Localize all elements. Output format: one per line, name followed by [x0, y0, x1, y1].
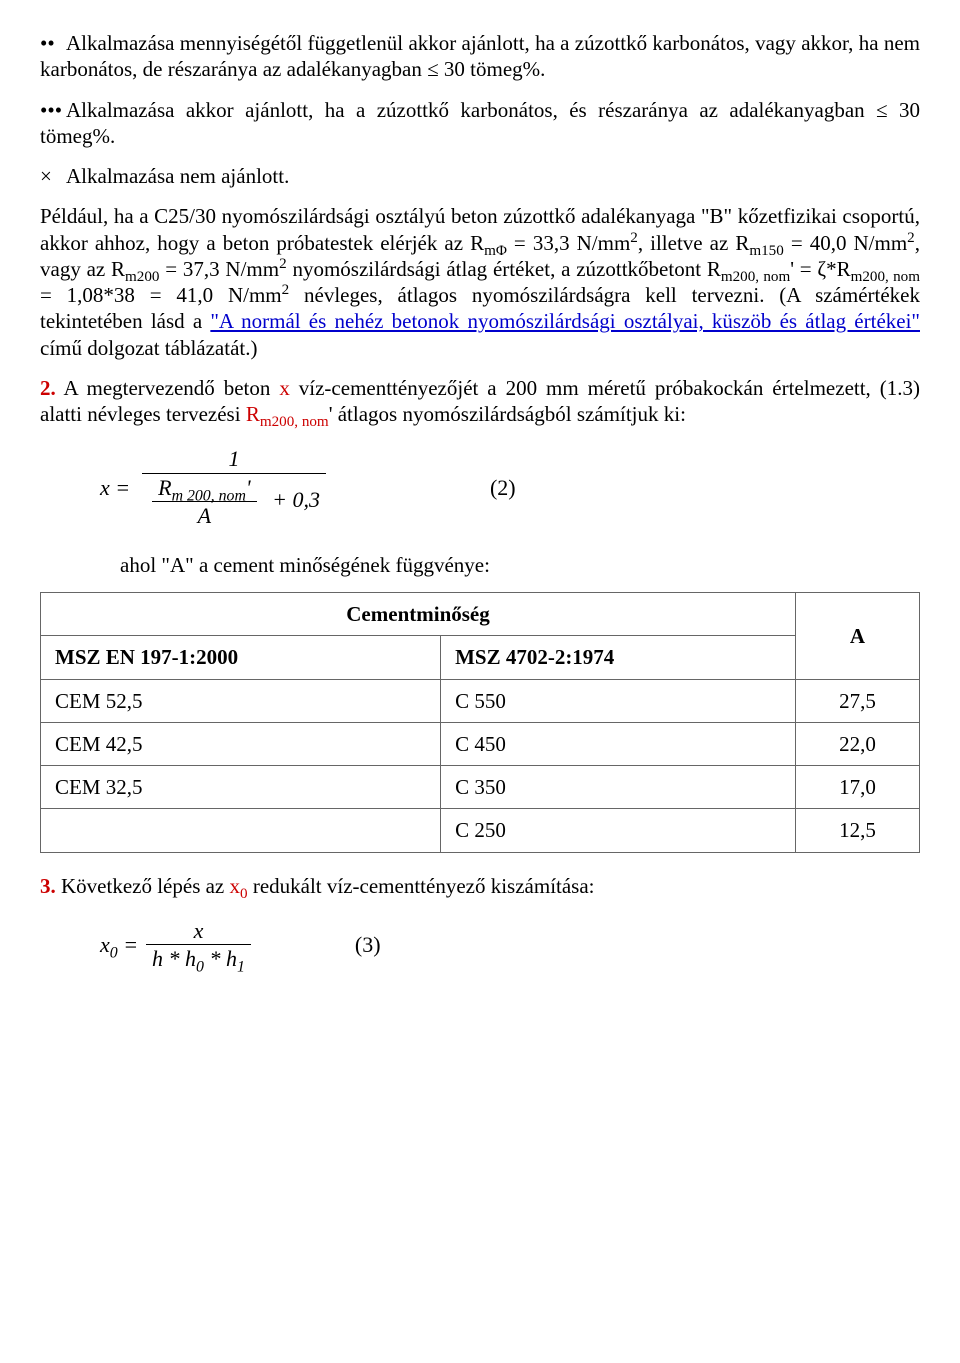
text: ' — [246, 475, 251, 500]
example-paragraph: Például, ha a C25/30 nyomószilárdsági os… — [40, 203, 920, 361]
text: A megtervezendő beton — [56, 376, 280, 400]
reference-link[interactable]: "A normál és nehéz betonok nyomószilárds… — [210, 309, 920, 333]
step-number: 2. — [40, 376, 56, 400]
equation-label: (3) — [355, 931, 381, 959]
subscript: m150 — [749, 243, 783, 259]
denominator: h * h0 * h1 — [146, 945, 251, 973]
text: x — [100, 932, 110, 957]
text: Alkalmazása nem ajánlott. — [66, 164, 289, 188]
text: , illetve az R — [638, 231, 750, 255]
cell: CEM 42,5 — [41, 722, 441, 765]
superscript: 2 — [279, 256, 287, 272]
table-row: CEM 52,5 C 550 27,5 — [41, 679, 920, 722]
text: ' átlagos nyomószilárdságból számítjuk k… — [329, 402, 686, 426]
cell: C 350 — [441, 766, 796, 809]
cell — [41, 809, 441, 852]
step-number: 3. — [40, 874, 56, 898]
text: = 1,08*38 = 41,0 N/mm — [40, 283, 282, 307]
where-a-paragraph: ahol "A" a cement minőségének függvénye: — [40, 552, 920, 578]
cell: 17,0 — [796, 766, 920, 809]
table-subheader-row: MSZ EN 197-1:2000 MSZ 4702-2:1974 — [41, 636, 920, 679]
inner-denominator: A — [192, 502, 217, 530]
subscript: m200, nom — [260, 414, 329, 430]
inner-fraction: Rm 200, nom' A — [152, 474, 256, 530]
bullet-paragraph-2: •••Alkalmazása akkor ajánlott, ha a zúzo… — [40, 97, 920, 150]
table-header-row: Cementminőség A — [41, 593, 920, 636]
tail: + 0,3 — [272, 487, 320, 512]
subheader-1: MSZ EN 197-1:2000 — [41, 636, 441, 679]
table-row: CEM 42,5 C 450 22,0 — [41, 722, 920, 765]
cell: CEM 52,5 — [41, 679, 441, 722]
text: = 33,3 N/mm — [507, 231, 630, 255]
text: Alkalmazása mennyiségétől függetlenül ak… — [40, 31, 920, 81]
text: ' = ζ*R — [790, 257, 850, 281]
subscript: 0 — [240, 886, 248, 902]
subscript: 1 — [237, 959, 245, 976]
superscript: 2 — [907, 230, 915, 246]
formula-2: x = 1 Rm 200, nom' A + 0,3 (2) — [100, 445, 920, 530]
text: * h — [204, 946, 237, 971]
subheader-2: MSZ 4702-2:1974 — [441, 636, 796, 679]
text: Következő lépés az — [56, 874, 230, 898]
text: nyomószilárdsági átlag értéket, a zúzott… — [287, 257, 721, 281]
bullet-icon: ••• — [40, 97, 66, 123]
table-row: C 250 12,5 — [41, 809, 920, 852]
text: = — [118, 932, 138, 957]
step-2-paragraph: 2. A megtervezendő beton x víz-cementtén… — [40, 375, 920, 428]
subscript: 0 — [110, 944, 118, 961]
step-3-paragraph: 3. Következő lépés az x0 redukált víz-ce… — [40, 873, 920, 899]
variable-x0: x0 — [230, 874, 248, 898]
text: című dolgozat táblázatát.) — [40, 336, 258, 360]
text: = 37,3 N/mm — [159, 257, 279, 281]
outer-fraction: 1 Rm 200, nom' A + 0,3 — [142, 445, 326, 530]
superscript: 2 — [630, 230, 638, 246]
text: redukált víz-cementtényező kiszámítása: — [248, 874, 595, 898]
cell: 22,0 — [796, 722, 920, 765]
denominator: Rm 200, nom' A + 0,3 — [142, 474, 326, 530]
cement-quality-table: Cementminőség A MSZ EN 197-1:2000 MSZ 47… — [40, 592, 920, 853]
variable-x: x — [279, 376, 290, 400]
cell: 27,5 — [796, 679, 920, 722]
text: x — [230, 874, 241, 898]
bullet-paragraph-3: ×Alkalmazása nem ajánlott. — [40, 163, 920, 189]
formula-3: x0 = x h * h0 * h1 (3) — [100, 917, 920, 973]
formula-lhs: x = — [100, 474, 130, 502]
formula-lhs: x0 = — [100, 931, 138, 959]
inner-numerator: Rm 200, nom' — [152, 474, 256, 502]
text: = 40,0 N/mm — [784, 231, 907, 255]
subscript: 0 — [196, 959, 204, 976]
numerator: 1 — [223, 445, 246, 473]
bullet-icon: •• — [40, 30, 66, 56]
fraction: x h * h0 * h1 — [146, 917, 251, 973]
header-cement: Cementminőség — [41, 593, 796, 636]
text: Alkalmazása akkor ajánlott, ha a zúzottk… — [40, 98, 920, 148]
text: ahol "A" a cement minőségének függvénye: — [120, 553, 490, 577]
header-a: A — [796, 593, 920, 680]
equation-label: (2) — [490, 474, 516, 502]
cell: 12,5 — [796, 809, 920, 852]
cell: C 250 — [441, 809, 796, 852]
cell: C 550 — [441, 679, 796, 722]
bullet-paragraph-1: ••Alkalmazása mennyiségétől függetlenül … — [40, 30, 920, 83]
bullet-icon: × — [40, 163, 66, 189]
text: R — [158, 475, 171, 500]
cell: CEM 32,5 — [41, 766, 441, 809]
numerator: x — [188, 917, 210, 945]
variable-r: R — [246, 402, 260, 426]
text: h * h — [152, 946, 196, 971]
cell: C 450 — [441, 722, 796, 765]
table-row: CEM 32,5 C 350 17,0 — [41, 766, 920, 809]
